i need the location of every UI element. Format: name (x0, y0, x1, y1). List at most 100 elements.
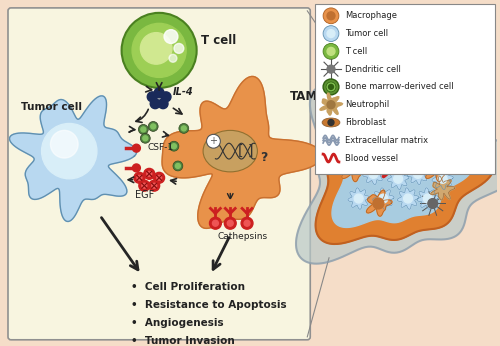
Text: +: + (210, 136, 218, 146)
Text: Dendritic cell: Dendritic cell (345, 65, 401, 74)
Text: Tumor cell: Tumor cell (21, 102, 82, 112)
Circle shape (332, 125, 342, 134)
Circle shape (132, 144, 140, 152)
Polygon shape (348, 148, 370, 170)
Circle shape (241, 217, 253, 229)
Circle shape (172, 144, 176, 149)
Circle shape (323, 26, 339, 42)
Text: ?: ? (260, 151, 268, 164)
Circle shape (182, 126, 186, 131)
Circle shape (148, 92, 157, 102)
Circle shape (224, 217, 236, 229)
Text: •  Resistance to Apoptosis: • Resistance to Apoptosis (132, 300, 287, 310)
Circle shape (150, 124, 156, 129)
Circle shape (149, 180, 160, 191)
FancyBboxPatch shape (315, 4, 495, 174)
Polygon shape (407, 163, 428, 185)
Text: Tumor cell: Tumor cell (345, 29, 388, 38)
Polygon shape (316, 72, 494, 244)
Polygon shape (366, 190, 392, 216)
Polygon shape (417, 188, 438, 209)
Polygon shape (346, 102, 371, 126)
Circle shape (327, 65, 335, 73)
Polygon shape (10, 96, 136, 221)
Circle shape (438, 174, 447, 183)
Circle shape (140, 33, 172, 64)
Polygon shape (362, 163, 384, 185)
Text: Macrophage: Macrophage (345, 11, 397, 20)
Text: ]: ] (247, 144, 253, 158)
Text: Cathepsins: Cathepsins (218, 232, 268, 241)
Circle shape (138, 125, 148, 134)
Circle shape (164, 30, 178, 44)
Circle shape (379, 100, 388, 109)
Circle shape (173, 161, 183, 171)
Polygon shape (402, 119, 423, 140)
Circle shape (364, 115, 373, 124)
Circle shape (148, 121, 158, 131)
Circle shape (150, 99, 160, 109)
Circle shape (414, 170, 422, 178)
Text: Neutrophil: Neutrophil (345, 100, 389, 109)
Circle shape (329, 121, 345, 137)
Circle shape (326, 82, 336, 92)
Circle shape (169, 54, 177, 62)
Circle shape (350, 140, 358, 149)
Text: EGF: EGF (136, 190, 154, 200)
Circle shape (323, 79, 339, 95)
Polygon shape (432, 168, 454, 190)
Text: IL-4: IL-4 (173, 87, 194, 97)
Circle shape (404, 194, 412, 203)
Circle shape (212, 220, 218, 226)
Circle shape (424, 194, 432, 203)
Circle shape (379, 135, 388, 144)
Circle shape (354, 155, 363, 163)
Circle shape (354, 194, 363, 203)
Ellipse shape (203, 130, 258, 172)
Circle shape (176, 163, 180, 169)
Circle shape (134, 172, 145, 183)
Circle shape (327, 101, 335, 109)
Polygon shape (358, 119, 379, 140)
Text: T cell: T cell (200, 34, 236, 47)
Text: T cell: T cell (345, 47, 367, 56)
Text: Extracellular matrix: Extracellular matrix (345, 136, 428, 145)
Text: •  Cell Proliferation: • Cell Proliferation (132, 282, 246, 292)
Circle shape (327, 30, 335, 37)
Circle shape (408, 125, 418, 134)
Polygon shape (398, 188, 418, 209)
Circle shape (327, 47, 335, 55)
Circle shape (432, 163, 443, 174)
Text: TAM: TAM (290, 90, 318, 103)
Circle shape (339, 144, 348, 154)
Text: Bone marrow-derived cell: Bone marrow-derived cell (345, 82, 454, 91)
Polygon shape (372, 128, 394, 150)
Circle shape (161, 92, 171, 102)
Circle shape (363, 89, 374, 100)
Ellipse shape (322, 118, 340, 127)
Circle shape (364, 125, 373, 134)
Circle shape (210, 217, 222, 229)
Circle shape (42, 124, 97, 179)
Circle shape (154, 172, 164, 183)
Polygon shape (356, 81, 382, 108)
Text: Blood vessel: Blood vessel (345, 154, 398, 163)
Circle shape (144, 169, 154, 179)
Circle shape (169, 141, 179, 151)
Circle shape (179, 124, 189, 133)
Circle shape (141, 127, 146, 132)
FancyBboxPatch shape (8, 8, 310, 340)
Polygon shape (358, 109, 379, 130)
Polygon shape (426, 155, 452, 182)
Text: [: [ (238, 144, 243, 158)
Circle shape (408, 89, 418, 100)
Circle shape (154, 88, 164, 98)
Circle shape (228, 220, 233, 226)
Polygon shape (372, 188, 394, 209)
Circle shape (139, 180, 149, 191)
Circle shape (369, 170, 378, 178)
Circle shape (348, 163, 359, 174)
Polygon shape (296, 49, 500, 264)
Circle shape (132, 23, 186, 78)
Circle shape (147, 171, 152, 176)
